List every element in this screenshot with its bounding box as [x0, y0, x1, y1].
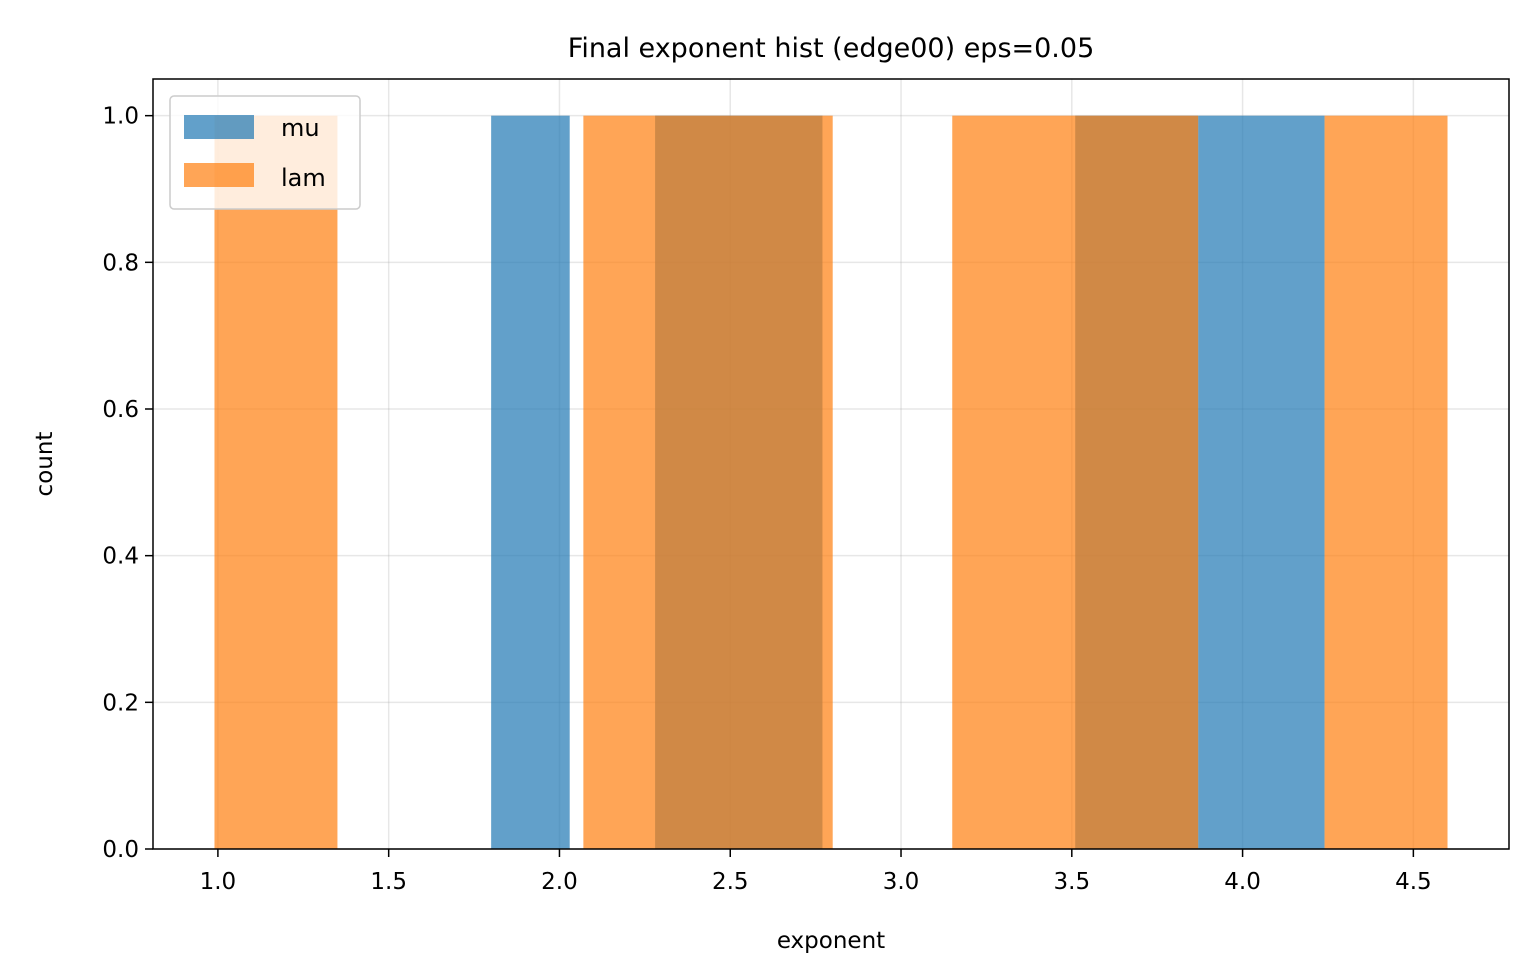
histogram-bars [214, 115, 1448, 849]
bar-lam [952, 115, 1199, 849]
axis-ticks: 1.0 1.5 2.0 2.5 3.0 3.5 4.0 4.5 0.0 0.2 0.4 0.6 0.8 1… [102, 104, 1431, 895]
y-tick-label: 0.8 [102, 250, 139, 276]
legend-frame [169, 95, 361, 210]
y-tick-label: 0.0 [102, 837, 139, 863]
x-tick-label: 4.5 [1395, 869, 1432, 895]
bar-mu [491, 115, 570, 849]
axes-frame [152, 78, 1510, 850]
bar-mu [1198, 115, 1325, 849]
y-tick-label: 0.4 [102, 544, 139, 570]
x-tick-label: 4.0 [1224, 869, 1261, 895]
legend-swatch-mu [184, 115, 254, 139]
y-tick-label: 0.2 [102, 690, 139, 716]
x-tick-label: 3.5 [1054, 869, 1091, 895]
bar-lam [583, 115, 833, 849]
legend-label-mu: mu [281, 114, 320, 142]
y-tick-label: 0.6 [102, 397, 139, 423]
y-axis-label: count [32, 432, 58, 497]
x-tick-label: 1.0 [200, 869, 237, 895]
legend-swatch-lam [184, 163, 254, 187]
x-tick-label: 2.5 [712, 869, 749, 895]
bar-lam [1324, 115, 1448, 849]
legend-label-lam: lam [281, 164, 326, 192]
x-tick-label: 2.0 [541, 869, 578, 895]
y-tick-label: 1.0 [102, 104, 139, 130]
x-tick-label: 1.5 [370, 869, 407, 895]
legend: mu lam [169, 95, 361, 210]
x-axis-label: exponent [777, 928, 885, 954]
x-tick-label: 3.0 [883, 869, 920, 895]
chart-title: Final exponent hist (edge00) eps=0.05 [568, 33, 1095, 64]
bar-lam [214, 115, 338, 849]
